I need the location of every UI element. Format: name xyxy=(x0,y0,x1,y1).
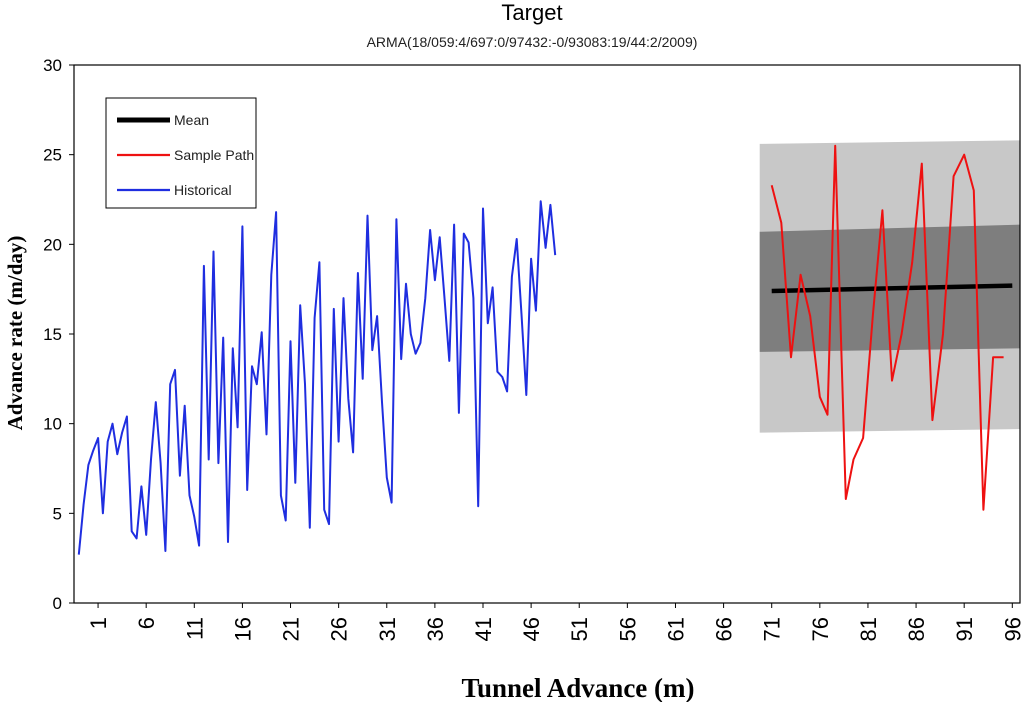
x-tick-label: 86 xyxy=(904,617,929,641)
x-tick-label: 91 xyxy=(952,617,977,641)
x-tick-label: 76 xyxy=(808,617,833,641)
series-lines xyxy=(77,144,1013,555)
x-tick-label: 1 xyxy=(86,617,111,629)
y-tick-label: 15 xyxy=(43,325,62,344)
chart-subtitle: ARMA(18/059:4/697:0/97432:-0/93083:19/44… xyxy=(366,34,698,50)
x-tick-label: 6 xyxy=(134,617,159,629)
x-tick-label: 81 xyxy=(856,617,881,641)
x-tick-label: 56 xyxy=(615,617,640,641)
chart-title: Target xyxy=(501,0,563,25)
legend-label-historical: Historical xyxy=(174,182,232,198)
x-tick-label: 96 xyxy=(1000,617,1024,641)
legend-label-mean: Mean xyxy=(174,112,209,128)
axes xyxy=(69,64,1021,608)
series-mean xyxy=(771,283,1013,294)
series-historical xyxy=(77,200,557,555)
x-tick-label: 66 xyxy=(712,617,737,641)
x-tick-label: 16 xyxy=(230,617,255,641)
x-tick-label: 61 xyxy=(663,617,688,641)
x-tick-label: 26 xyxy=(327,617,352,641)
series-sample-path xyxy=(770,144,1004,511)
x-tick-label: 31 xyxy=(375,617,400,641)
x-tick-label: 51 xyxy=(567,617,592,641)
y-tick-label: 10 xyxy=(43,415,62,434)
x-tick-label: 41 xyxy=(471,617,496,641)
y-axis-title: Advance rate (m/day) xyxy=(3,236,27,431)
legend: Mean Sample Path Historical xyxy=(105,97,257,209)
x-axis-title: Tunnel Advance (m) xyxy=(461,673,694,702)
y-tick-label: 25 xyxy=(43,146,62,165)
y-tick-label: 0 xyxy=(53,594,62,613)
x-tick-label: 71 xyxy=(760,617,785,641)
y-tick-label: 30 xyxy=(43,56,62,75)
x-tick-label: 11 xyxy=(182,617,207,640)
y-tick-label: 5 xyxy=(53,504,62,523)
y-tick-label: 20 xyxy=(43,235,62,254)
x-tick-label: 21 xyxy=(279,617,304,641)
x-tick-label: 46 xyxy=(519,617,544,641)
x-tick-label: 36 xyxy=(423,617,448,641)
legend-label-sample-path: Sample Path xyxy=(174,147,254,163)
